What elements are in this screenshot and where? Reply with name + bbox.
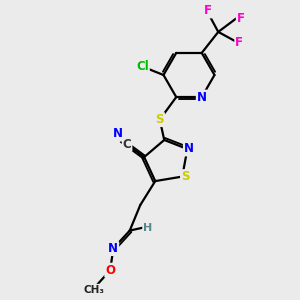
Text: N: N — [113, 128, 123, 140]
Text: S: S — [155, 113, 164, 126]
Text: N: N — [197, 91, 207, 103]
Text: N: N — [108, 242, 118, 255]
Text: Cl: Cl — [136, 59, 149, 73]
Text: O: O — [105, 264, 115, 277]
Text: F: F — [237, 12, 245, 25]
Text: C: C — [123, 138, 131, 151]
Text: CH₃: CH₃ — [83, 285, 104, 295]
Text: F: F — [204, 4, 212, 17]
Text: H: H — [143, 223, 152, 232]
Text: S: S — [181, 170, 190, 183]
Text: N: N — [184, 142, 194, 155]
Text: F: F — [235, 36, 243, 49]
